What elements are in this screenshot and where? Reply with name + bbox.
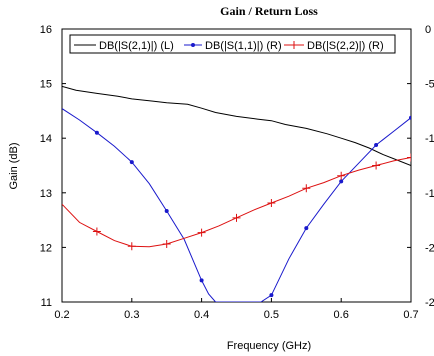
data-point bbox=[129, 160, 134, 165]
legend-label: DB(|S(1,1)|) (R) bbox=[205, 40, 282, 52]
legend-label: DB(|S(2,1)|) (L) bbox=[99, 40, 174, 52]
y2-tick-label: 0 bbox=[425, 24, 431, 36]
y-axis-title: Gain (dB) bbox=[8, 142, 20, 189]
series-1 bbox=[62, 85, 411, 166]
x-tick-label: 0.3 bbox=[124, 309, 139, 321]
x-tick-label: 0.5 bbox=[264, 309, 279, 321]
data-point bbox=[302, 184, 311, 193]
legend-box bbox=[69, 34, 396, 54]
data-point bbox=[339, 179, 344, 184]
y-axis-right: -2 -2 -1 -1 -5 0 bbox=[407, 24, 434, 309]
y2-tick-label: -1 bbox=[425, 188, 434, 200]
y-tick-label: 13 bbox=[40, 188, 52, 200]
y-tick-label: 12 bbox=[40, 242, 52, 254]
plot-frame bbox=[61, 28, 412, 303]
x-axis: 0.2 0.3 0.4 0.5 0.6 0.7 bbox=[54, 298, 419, 321]
y2-tick-label: -2 bbox=[425, 242, 434, 254]
data-point bbox=[374, 143, 379, 148]
y-tick-label: 14 bbox=[40, 133, 52, 145]
y2-tick-label: -1 bbox=[425, 133, 434, 145]
data-point bbox=[197, 228, 206, 237]
data-point bbox=[304, 226, 309, 231]
data-point bbox=[409, 115, 411, 120]
series-2 bbox=[62, 108, 411, 302]
data-point bbox=[267, 199, 276, 208]
y2-tick-label: -5 bbox=[425, 79, 434, 91]
series-line bbox=[62, 85, 411, 166]
data-point bbox=[269, 293, 274, 298]
y-tick-label: 11 bbox=[41, 297, 52, 309]
x-axis-title: Frequency (GHz) bbox=[227, 340, 311, 352]
data-point bbox=[164, 209, 169, 213]
data-point bbox=[127, 242, 136, 251]
y-tick-label: 16 bbox=[40, 24, 52, 36]
data-point bbox=[94, 130, 99, 135]
data-point bbox=[232, 213, 241, 222]
y-axis-left: 11 12 13 14 15 16 bbox=[40, 24, 66, 309]
data-point bbox=[372, 161, 381, 170]
x-tick-label: 0.2 bbox=[54, 309, 69, 321]
y2-tick-label: -2 bbox=[425, 297, 434, 309]
data-point bbox=[162, 239, 171, 248]
data-point bbox=[199, 278, 204, 283]
series-line bbox=[62, 108, 411, 302]
legend: DB(|S(2,1)|) (L) DB(|S(1,1)|) (R) DB(|S(2,… bbox=[69, 34, 396, 54]
x-tick-label: 0.4 bbox=[194, 309, 209, 321]
y-tick-label: 15 bbox=[40, 79, 52, 91]
chart-title: Gain / Return Loss bbox=[220, 4, 318, 18]
data-point bbox=[337, 171, 346, 180]
legend-marker bbox=[191, 43, 195, 47]
series-3 bbox=[62, 153, 411, 251]
x-tick-label: 0.7 bbox=[403, 309, 418, 321]
legend-label: DB(|S(2,2)|) (R) bbox=[307, 40, 384, 52]
plot-area bbox=[61, 28, 412, 303]
data-point bbox=[407, 153, 411, 162]
series-layer bbox=[62, 85, 411, 302]
series-line bbox=[62, 157, 411, 248]
data-point bbox=[92, 227, 101, 236]
legend-marker bbox=[290, 41, 298, 49]
x-tick-label: 0.6 bbox=[334, 309, 349, 321]
